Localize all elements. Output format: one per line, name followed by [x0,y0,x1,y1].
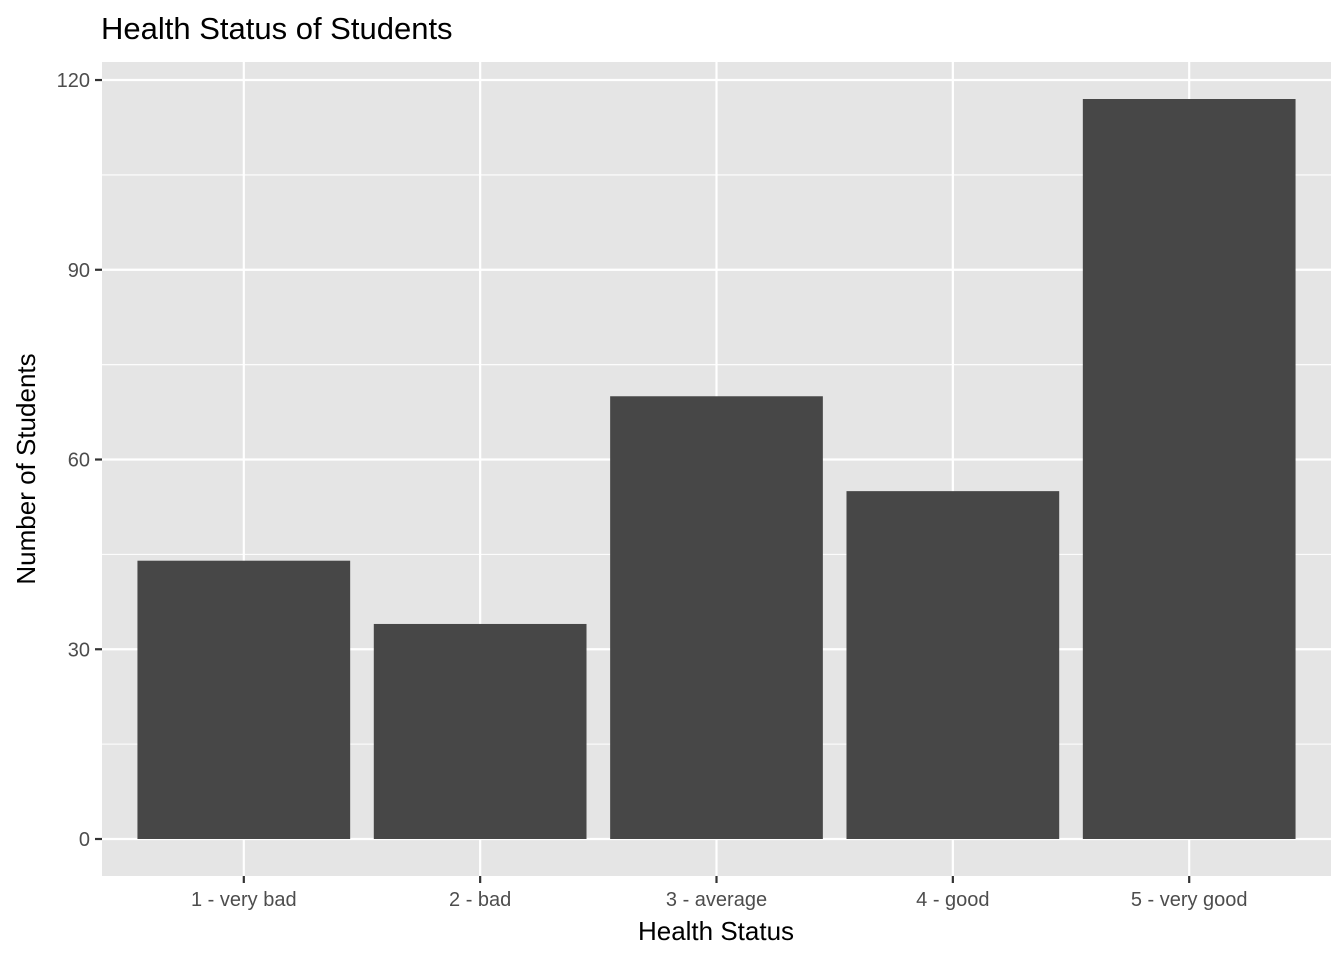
x-axis: 1 - very bad 2 - bad 3 - average 4 - good 5 … [191,876,1248,911]
y-tick-label: 120 [57,70,90,92]
bar [846,491,1060,839]
x-tick-label: 2 - bad [449,889,511,911]
bar-series [137,99,1296,839]
y-axis-title: Number of Students [11,353,41,584]
bar [137,560,351,839]
x-tick-label: 4 - good [916,889,989,911]
y-tick-label: 60 [68,450,90,472]
y-axis: 0 30 60 90 120 [57,70,102,851]
y-tick-label: 90 [68,260,90,282]
bar [373,623,587,839]
x-axis-title: Health Status [638,916,794,946]
y-tick-label: 30 [68,639,90,661]
bar [610,396,823,839]
y-tick-label: 0 [79,829,90,851]
x-tick-label: 5 - very good [1131,889,1248,911]
x-tick-label: 3 - average [666,889,767,911]
x-tick-label: 1 - very bad [191,889,297,911]
bar [1082,99,1296,839]
chart-title: Health Status of Students [101,11,453,46]
